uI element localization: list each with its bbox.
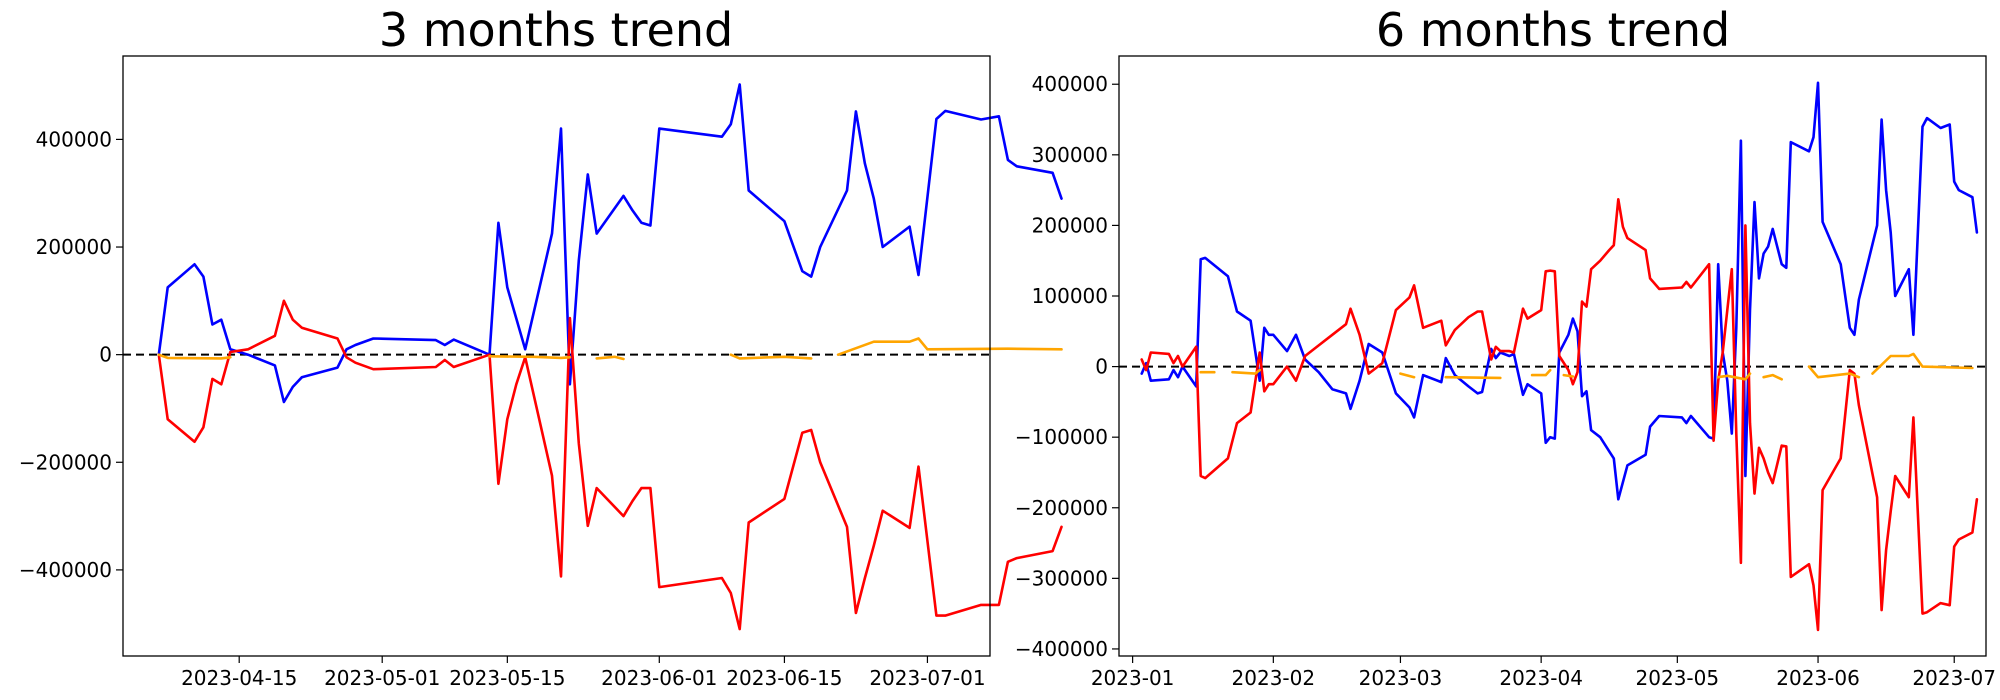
- left-series-line-orange: [488, 354, 572, 360]
- left-x-tick-label: 2023-06-15: [726, 666, 842, 690]
- right-series-line-orange: [1807, 365, 1861, 379]
- left-series-line-orange: [729, 353, 813, 360]
- right-series-line-orange: [1444, 375, 1502, 380]
- left-y-tick-label: −400000: [19, 558, 112, 582]
- left-series-line-orange: [157, 353, 232, 360]
- left-ticks: −400000 −200000 0 200000 400000 2023-04-15 202…: [19, 127, 986, 690]
- left-series-line-orange: [595, 355, 625, 361]
- left-x-tick-label: 2023-05-01: [324, 666, 440, 690]
- right-y-tick-label: −200000: [1015, 496, 1108, 520]
- right-series-line-orange: [1762, 373, 1783, 381]
- right-ticks: −400000 −300000 −200000 −100000 0 100000 20000…: [1015, 72, 1996, 690]
- right-y-tick-label: 0: [1095, 355, 1108, 379]
- right-x-tick-label: 2023-05: [1636, 666, 1720, 690]
- left-series-line-orange: [836, 337, 1063, 357]
- right-x-tick-label: 2023-02: [1232, 666, 1316, 690]
- left-x-tick-label: 2023-05-15: [449, 666, 565, 690]
- right-y-tick-label: 400000: [1032, 72, 1108, 96]
- left-series-line-red: [157, 299, 1063, 631]
- left-y-tick-label: 400000: [36, 127, 112, 151]
- left-x-tick-label: 2023-04-15: [181, 666, 297, 690]
- right-x-tick-label: 2023-06: [1776, 666, 1860, 690]
- left-plot-frame: [122, 55, 991, 657]
- left-panel-3-months-trend: 3 months trend −400000 −200000 0 200000 4000…: [19, 3, 1063, 690]
- right-x-tick-label: 2023-04: [1499, 666, 1583, 690]
- right-series-line-orange: [1530, 368, 1552, 377]
- right-plot-frame: [1118, 55, 1987, 657]
- right-x-tick-label: 2023-03: [1359, 666, 1443, 690]
- left-chart-title: 3 months trend: [379, 3, 733, 57]
- right-y-tick-label: −100000: [1015, 425, 1108, 449]
- right-series-line-orange: [1716, 372, 1752, 381]
- right-series-line-orange: [1562, 373, 1575, 378]
- right-series-line-red: [1140, 198, 1979, 632]
- right-y-tick-label: −400000: [1015, 637, 1108, 661]
- right-plot-lines: [1119, 81, 1986, 632]
- right-series-line-orange: [1399, 372, 1416, 379]
- right-panel-6-months-trend: 6 months trend −400000 −300000 −200000 −100…: [1015, 3, 1996, 690]
- right-y-tick-label: 300000: [1032, 143, 1108, 167]
- right-series-line-blue: [1140, 81, 1979, 501]
- left-y-tick-label: −200000: [19, 450, 112, 474]
- left-y-tick-label: 0: [99, 343, 112, 367]
- right-y-tick-label: 100000: [1032, 284, 1108, 308]
- left-series-line-blue: [157, 83, 1063, 404]
- left-x-tick-label: 2023-06-01: [601, 666, 717, 690]
- left-y-tick-label: 200000: [36, 235, 112, 259]
- left-plot-lines: [123, 83, 1063, 631]
- left-x-tick-label: 2023-07-01: [869, 666, 985, 690]
- right-chart-title: 6 months trend: [1376, 3, 1730, 57]
- right-series-line-orange: [1871, 352, 1974, 375]
- right-y-tick-label: 200000: [1032, 213, 1108, 237]
- right-x-tick-label: 2023-01: [1091, 666, 1175, 690]
- right-y-tick-label: −300000: [1015, 566, 1108, 590]
- right-x-tick-label: 2023-07: [1912, 666, 1996, 690]
- right-series-line-orange: [1231, 368, 1261, 375]
